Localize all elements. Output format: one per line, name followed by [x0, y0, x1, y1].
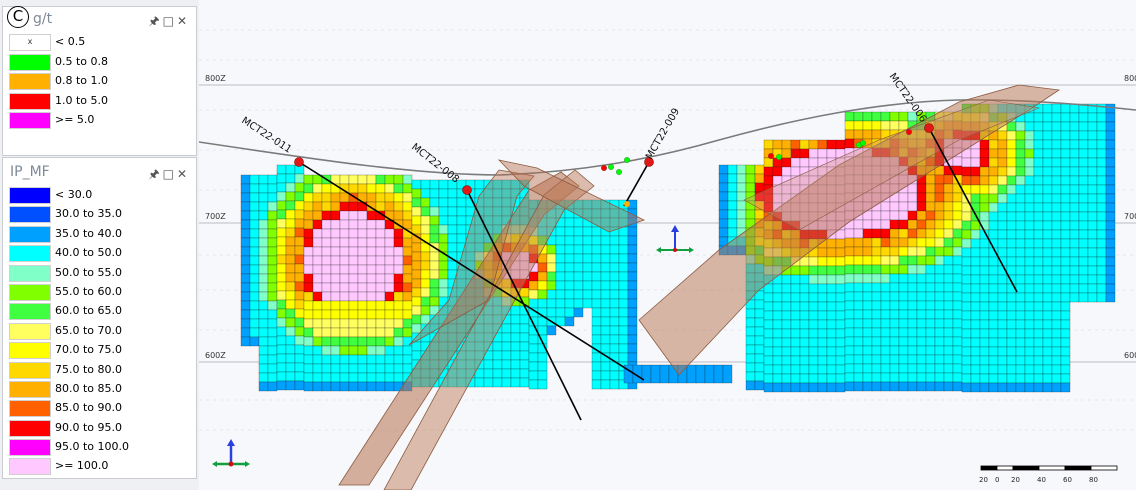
- legend-label: 85.0 to 90.0: [55, 401, 123, 415]
- legend-label: 80.0 to 85.0: [55, 381, 123, 395]
- legend-panel-header: IP_MF 🖈□✕: [3, 158, 196, 186]
- scale-bar-tick-label: 20: [979, 476, 988, 484]
- legend-label: >= 100.0: [55, 459, 109, 473]
- legend-entry: 65.0 to 70.0: [3, 322, 196, 341]
- legend-swatch: [9, 206, 51, 224]
- legend-swatch: [9, 245, 51, 263]
- legend-entries: < 30.0 30.0 to 35.0 35.0 to 40.0 40.0 to 50…: [3, 186, 196, 477]
- legend-entry: 30.0 to 35.0: [3, 205, 196, 224]
- legend-label: 1.0 to 5.0: [55, 93, 109, 107]
- legend-entry: 80.0 to 85.0: [3, 380, 196, 399]
- restore-icon[interactable]: □: [162, 14, 177, 28]
- legend-swatch: [9, 53, 51, 71]
- legend-swatch: [9, 112, 51, 129]
- legend-entries: x < 0.5 0.5 to 0.8 0.8 to 1.0 1.0 to 5.0 >= 5…: [3, 33, 196, 131]
- legend-swatch: [9, 264, 51, 282]
- legend-label: 0.8 to 1.0: [55, 74, 109, 87]
- legend-label: 95.0 to 100.0: [55, 440, 130, 454]
- legend-label: 70.0 to 75.0: [55, 343, 123, 357]
- scale-bar: 20 0 20 40 60 80: [979, 465, 1118, 484]
- legend-label: >= 5.0: [55, 113, 95, 126]
- legend-entry: 75.0 to 80.0: [3, 361, 196, 380]
- legend-swatch: [9, 342, 51, 360]
- panel-controls: 🖈□✕: [148, 12, 190, 33]
- elevation-label: 600Z: [205, 351, 226, 360]
- legend-label: 50.0 to 55.0: [55, 265, 123, 279]
- scale-bar-tick-label: 80: [1089, 476, 1098, 484]
- legend-label: 30.0 to 35.0: [55, 207, 123, 221]
- drillhole-label: MCT22-009: [644, 107, 682, 162]
- legend-swatch: [9, 458, 51, 476]
- legend-entry: 50.0 to 55.0: [3, 264, 196, 283]
- elevation-label: 700Z: [205, 212, 226, 221]
- legend-entry: 85.0 to 90.0: [3, 399, 196, 418]
- scale-bar-tick-label: 20: [1011, 476, 1020, 484]
- legend-swatch: [9, 380, 51, 398]
- close-icon[interactable]: ✕: [176, 167, 190, 181]
- legend-panel-title: g/t: [33, 11, 53, 27]
- legend-label: 75.0 to 80.0: [55, 362, 123, 376]
- elevation-label: 800Z: [205, 74, 226, 83]
- legend-label: 90.0 to 95.0: [55, 420, 123, 434]
- legend-label: 65.0 to 70.0: [55, 323, 123, 337]
- legend-entry: 70.0 to 75.0: [3, 341, 196, 360]
- legend-entry: 55.0 to 60.0: [3, 283, 196, 302]
- elevation-label: 800: [1124, 74, 1136, 83]
- pin-icon[interactable]: 🖈: [148, 167, 163, 181]
- legend-swatch: [9, 361, 51, 379]
- legend-panel-ipmf: IP_MF 🖈□✕ < 30.0 30.0 to 35.0 35.0 to 40.0…: [2, 157, 197, 479]
- pin-icon[interactable]: 🖈: [148, 14, 163, 28]
- legend-label: 55.0 to 60.0: [55, 284, 123, 298]
- legend-swatch: [9, 225, 51, 243]
- legend-entry: >= 100.0: [3, 457, 196, 476]
- legend-swatch: [9, 92, 51, 110]
- scale-bar-tick-label: 40: [1037, 476, 1046, 484]
- close-icon[interactable]: ✕: [176, 14, 190, 28]
- legend-entry: 1.0 to 5.0: [3, 92, 196, 112]
- legend-entry: < 30.0: [3, 186, 196, 205]
- legend-swatch: [9, 439, 51, 457]
- legend-swatch: [9, 400, 51, 418]
- legend-swatch: [9, 303, 51, 321]
- legend-swatch: [9, 283, 51, 301]
- panel-controls: 🖈□✕: [148, 165, 190, 186]
- legend-label: < 0.5: [55, 35, 86, 48]
- legend-panel-title: IP_MF: [10, 164, 50, 180]
- restore-icon[interactable]: □: [162, 167, 177, 181]
- legend-entry: 60.0 to 65.0: [3, 302, 196, 321]
- elevation-label: 700: [1124, 212, 1136, 221]
- legend-entry: x < 0.5: [3, 33, 196, 53]
- legend-entry: 0.5 to 0.8: [3, 53, 196, 73]
- 3d-section-viewport[interactable]: MCT22-011 MCT22-008 MCT22-009 MCT22-006 800…: [198, 0, 1136, 491]
- legend-label: 60.0 to 65.0: [55, 304, 123, 318]
- legend-swatch: [9, 322, 51, 340]
- legend-label: < 30.0: [55, 188, 93, 201]
- legend-entry: 40.0 to 50.0: [3, 244, 196, 263]
- elevation-labels: 800Z 800 700Z 700 600Z 600: [205, 74, 1136, 360]
- scale-bar-tick-label: 60: [1063, 476, 1072, 484]
- legend-swatch: [9, 419, 51, 437]
- legend-entry: 95.0 to 100.0: [3, 438, 196, 457]
- legend-swatch: [9, 187, 51, 204]
- legend-entry: 0.8 to 1.0: [3, 72, 196, 92]
- legend-swatch: x: [9, 34, 51, 51]
- legend-swatch: [9, 73, 51, 90]
- legend-entry: 35.0 to 40.0: [3, 225, 196, 244]
- legend-label: 0.5 to 0.8: [55, 54, 109, 68]
- legend-sidebar: C g/t 🖈□✕ x < 0.5 0.5 to 0.8 0.8 to 1.0 1.0 …: [0, 0, 199, 490]
- elevation-label: 600: [1124, 351, 1136, 360]
- figure-label: C: [7, 6, 29, 28]
- drillhole-label: MCT22-008: [409, 142, 461, 186]
- legend-label: 40.0 to 50.0: [55, 246, 123, 260]
- wireframe-solids: [338, 84, 1061, 491]
- legend-label: 35.0 to 40.0: [55, 226, 123, 240]
- legend-panel-gt: g/t 🖈□✕ x < 0.5 0.5 to 0.8 0.8 to 1.0 1.0 to…: [2, 6, 197, 156]
- scale-bar-tick-label: 0: [995, 476, 999, 484]
- legend-panel-header: g/t 🖈□✕: [3, 7, 196, 33]
- legend-entry: >= 5.0: [3, 111, 196, 131]
- axis-triad-icon: [656, 225, 694, 253]
- legend-entry: 90.0 to 95.0: [3, 419, 196, 438]
- orientation-axis-icon: [212, 439, 250, 467]
